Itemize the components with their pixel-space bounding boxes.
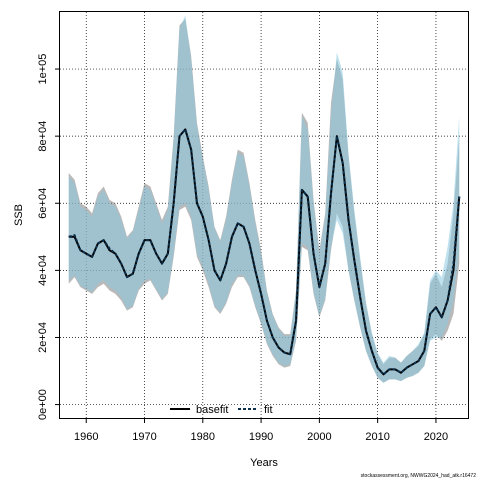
legend: basefit fit [170,404,273,416]
y-tick-label: 2e+04 [37,322,49,353]
y-tick-label: 1e+05 [37,54,49,85]
x-tick-label: 1970 [132,431,156,443]
legend-fit-label: fit [264,404,273,416]
x-tick-label: 1990 [249,431,273,443]
x-tick-label: 1980 [191,431,215,443]
grid-lines [60,12,468,418]
y-axis-title: SSB [13,204,25,226]
y-tick-label: 4e+04 [37,255,49,286]
x-tick-label: 2000 [307,431,331,443]
x-axis: 1960 1970 1980 1990 2000 2010 2020 [74,418,448,443]
x-tick-label: 2010 [365,431,389,443]
confidence-band-fit [68,15,460,383]
x-tick-label: 1960 [74,431,98,443]
plot-frame [59,11,469,419]
legend-basefit-label: basefit [196,404,228,416]
y-axis: 0e+00 2e+04 4e+04 6e+04 8e+04 1e+05 [37,54,60,420]
y-tick-label: 6e+04 [37,188,49,219]
x-axis-title: Years [250,457,278,469]
x-tick-label: 2020 [424,431,448,443]
y-tick-label: 0e+00 [37,389,49,420]
y-tick-label: 8e+04 [37,121,49,152]
series-line-fit [68,128,461,376]
footnote: stockassessment.org, NWWG2024_had_atk.r1… [361,473,477,479]
series-layer [68,15,461,383]
